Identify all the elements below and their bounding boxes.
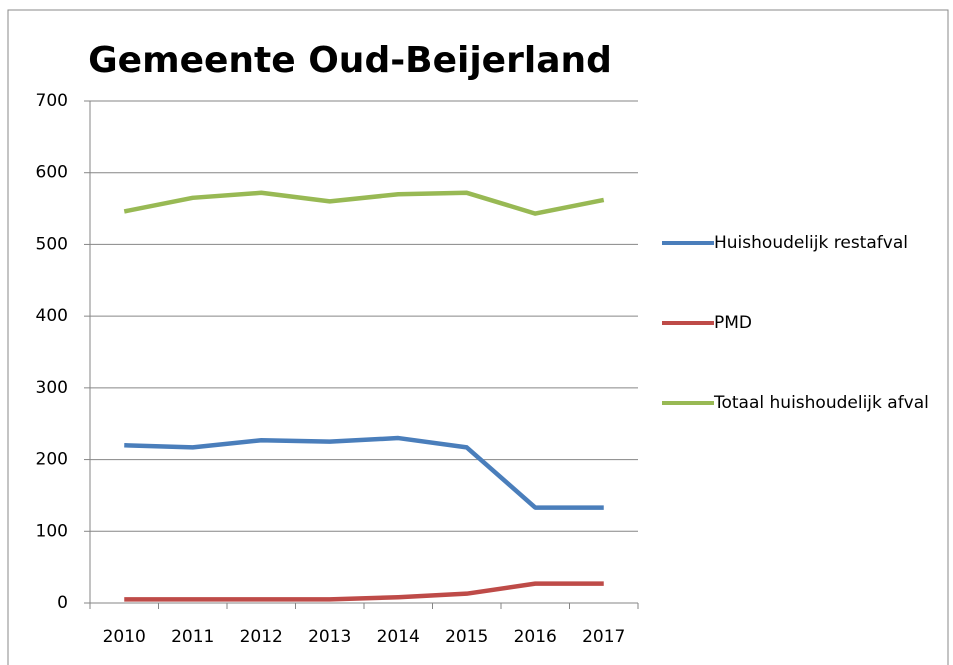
legend-swatch <box>662 241 714 245</box>
legend-entry: PMD <box>662 310 939 337</box>
x-tick-label: 2017 <box>582 627 625 647</box>
chart-frame <box>7 9 949 665</box>
x-tick-label: 2015 <box>445 627 488 647</box>
legend-entry: Huishoudelijk restafval <box>662 230 939 257</box>
chart-title: Gemeente Oud-Beijerland <box>88 40 612 81</box>
legend-label: PMD <box>714 313 753 333</box>
y-tick-label: 300 <box>36 378 68 398</box>
series-line <box>124 581 604 602</box>
y-tick-label: 400 <box>36 306 68 326</box>
y-tick-label: 100 <box>36 521 68 541</box>
x-tick-label: 2016 <box>514 627 557 647</box>
x-tick-label: 2013 <box>308 627 351 647</box>
y-tick-label: 500 <box>36 234 68 254</box>
x-tick-label: 2011 <box>171 627 214 647</box>
legend-swatch <box>662 401 714 405</box>
series-line <box>123 190 605 216</box>
x-tick-label: 2010 <box>103 627 146 647</box>
x-tick-label: 2014 <box>377 627 420 647</box>
y-tick-label: 0 <box>57 593 68 613</box>
legend-swatch <box>662 321 714 325</box>
series-line <box>124 435 604 510</box>
y-tick-label: 200 <box>36 450 68 470</box>
legend-entry: Totaal huishoudelijk afval <box>662 390 939 417</box>
legend-label: Huishoudelijk restafval <box>714 233 908 253</box>
y-tick-label: 700 <box>36 91 68 111</box>
legend-label: Totaal huishoudelijk afval <box>714 393 929 413</box>
x-tick-label: 2012 <box>240 627 283 647</box>
y-tick-label: 600 <box>36 163 68 183</box>
